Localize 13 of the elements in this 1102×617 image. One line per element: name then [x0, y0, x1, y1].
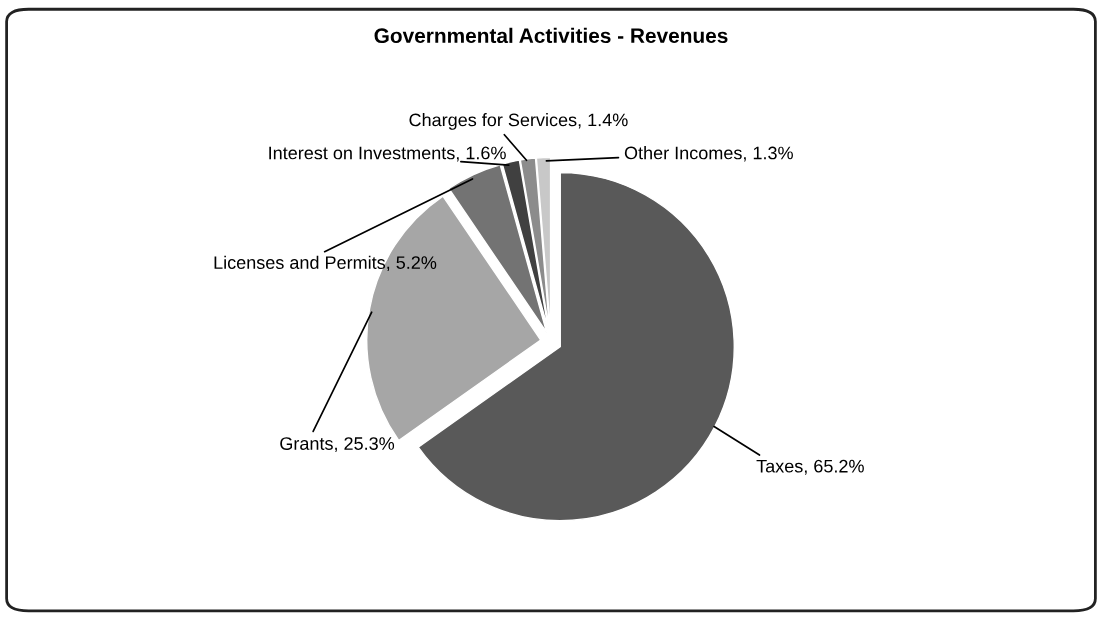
slice-label: Taxes — [756, 459, 803, 473]
slice-label: Grants — [280, 437, 333, 450]
slice-label: Charges for Services — [409, 113, 577, 130]
data-label: , 5.2% — [387, 256, 437, 272]
data-label: , 1.3% — [744, 146, 793, 162]
chart-title: Governmental Activities - Revenues — [374, 27, 728, 44]
data-label: , 25.3% — [335, 437, 395, 453]
slice-label: Other Incomes — [624, 146, 742, 160]
data-label: , 1.6% — [456, 146, 506, 162]
slice-label: Interest on Investments — [269, 146, 455, 160]
data-label: , 65.2% — [804, 459, 864, 475]
slice-label: Licenses and Permits — [214, 255, 386, 269]
data-label: , 1.4% — [578, 113, 628, 129]
